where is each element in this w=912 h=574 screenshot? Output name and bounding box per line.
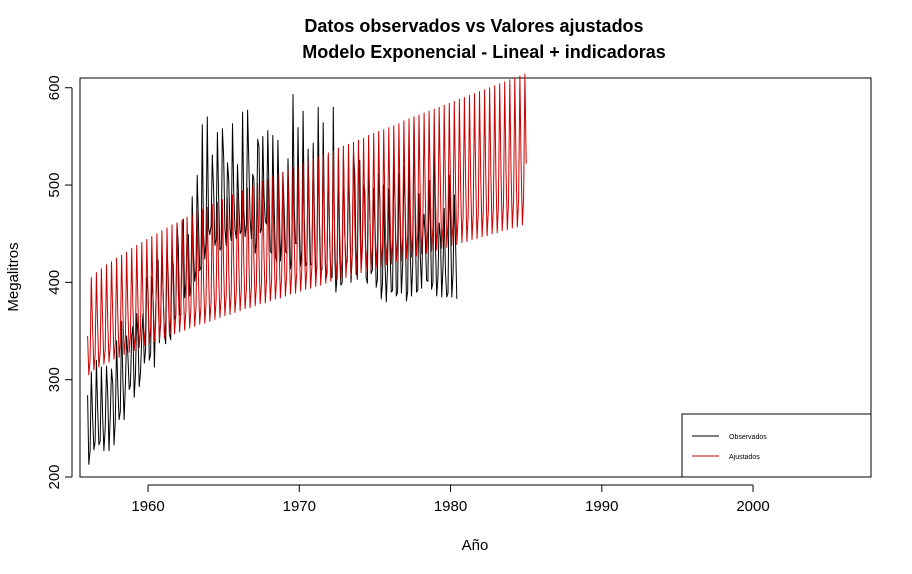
legend-box bbox=[681, 413, 872, 478]
x-axis: 1960 1970 1980 1990 2000 bbox=[131, 484, 770, 515]
series-line-ajustados bbox=[87, 73, 527, 376]
legend-label-observados: Observados bbox=[729, 434, 767, 441]
y-axis: 200 300 400 500 600 bbox=[46, 75, 73, 490]
y-tick-label: 600 bbox=[46, 75, 63, 100]
y-tick-label: 500 bbox=[46, 173, 63, 198]
x-tick-label: 1970 bbox=[283, 498, 316, 515]
legend: Observados Ajustados bbox=[681, 413, 872, 478]
chart-title: Datos observados vs Valores ajustados bbox=[304, 16, 643, 36]
x-tick-label: 1960 bbox=[131, 498, 164, 515]
legend-label-ajustados: Ajustados bbox=[729, 454, 760, 461]
plot-frame bbox=[79, 77, 872, 478]
y-tick-label: 400 bbox=[46, 270, 63, 295]
x-axis-label: Año bbox=[462, 537, 489, 554]
y-tick-label: 200 bbox=[46, 464, 63, 489]
x-tick-label: 1990 bbox=[585, 498, 618, 515]
series-layer bbox=[87, 73, 527, 465]
y-tick-label: 300 bbox=[46, 367, 63, 392]
x-tick-label: 2000 bbox=[736, 498, 769, 515]
chart-subtitle: Modelo Exponencial - Lineal + indicadora… bbox=[302, 42, 666, 62]
x-tick-label: 1980 bbox=[434, 498, 467, 515]
y-axis-label: Megalitros bbox=[5, 242, 22, 311]
